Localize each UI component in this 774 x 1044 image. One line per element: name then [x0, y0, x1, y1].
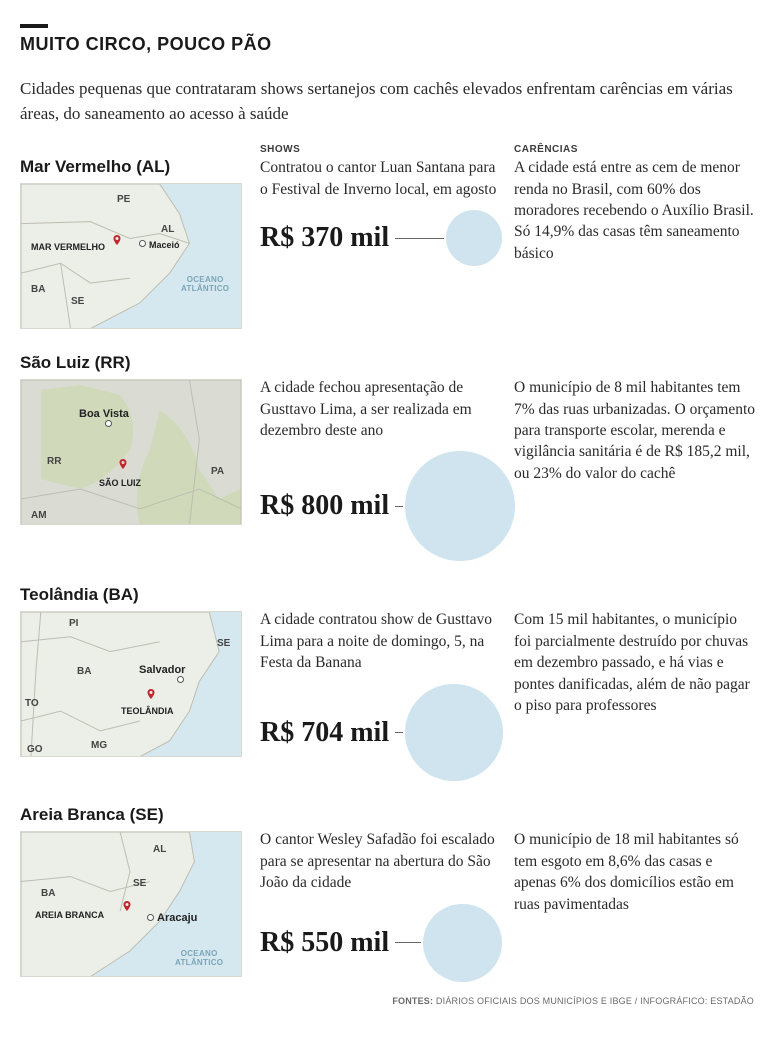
capital-label: Maceió [149, 240, 180, 250]
state-label: AM [31, 510, 47, 521]
connector-line [395, 942, 421, 943]
carencias-col: O município de 18 mil habitantes só tem … [514, 805, 756, 982]
connector-line [395, 238, 444, 239]
shows-col: O cantor Wesley Safadão foi escalado par… [260, 805, 502, 982]
value-bubble [446, 210, 502, 266]
value-row: R$ 704 mil [260, 684, 502, 782]
carencias-text: Com 15 mil habitantes, o município foi p… [514, 609, 756, 716]
city-name: Mar Vermelho (AL) [20, 157, 248, 177]
carencias-col: O município de 8 mil habitantes tem 7% d… [514, 353, 756, 561]
page-title: MUITO CIRCO, POUCO PÃO [20, 34, 754, 55]
state-label: SE [71, 296, 84, 307]
state-label: AL [153, 844, 166, 855]
state-label: AL [161, 224, 174, 235]
city-name: Areia Branca (SE) [20, 805, 248, 825]
state-label: PA [211, 466, 224, 477]
city-sao-luiz: São Luiz (RR) RR PA AM Boa Vista SÃO LUI… [20, 353, 248, 561]
footer-text: DIÁRIOS OFICIAIS DOS MUNICÍPIOS E IBGE /… [436, 996, 754, 1006]
state-label: BA [77, 666, 91, 677]
page-subtitle: Cidades pequenas que contrataram shows s… [20, 77, 740, 126]
header-shows: SHOWS [260, 144, 502, 155]
value-row: R$ 550 mil [260, 904, 502, 983]
carencias-text: O município de 18 mil habitantes só tem … [514, 829, 756, 915]
shows-col: Contratou o cantor Luan Santana para o F… [260, 157, 502, 329]
footer-label: FONTES: [392, 996, 433, 1006]
map-pin-icon [121, 900, 133, 912]
city-name: São Luiz (RR) [20, 353, 248, 373]
value-bubble [405, 451, 515, 561]
carencias-col: Com 15 mil habitantes, o município foi p… [514, 585, 756, 781]
state-label: BA [41, 888, 55, 899]
map-pin-icon [111, 234, 123, 246]
value-bubble [405, 684, 503, 782]
capital-label: Salvador [139, 664, 185, 676]
shows-text: A cidade fechou apresentação de Gusttavo… [260, 377, 502, 441]
map-teolandia: PI BA SE TO GO MG Salvador TEOLÂNDIA [20, 611, 242, 757]
city-mar-vermelho: Mar Vermelho (AL) PE AL BA SE MAR VERMEL… [20, 157, 248, 329]
carencias-col: A cidade está entre as cem de menor rend… [514, 157, 756, 329]
city-name: Teolândia (BA) [20, 585, 248, 605]
state-label: SE [133, 878, 146, 889]
state-label: TO [25, 698, 39, 709]
header-carencias: CARÊNCIAS [514, 144, 756, 155]
city-areia-branca: Areia Branca (SE) BA AL SE AREIA BRANCA … [20, 805, 248, 982]
shows-text: Contratou o cantor Luan Santana para o F… [260, 157, 502, 200]
map-areia-branca: BA AL SE AREIA BRANCA Aracaju OCEANOATLÂ… [20, 831, 242, 977]
shows-col: A cidade fechou apresentação de Gusttavo… [260, 353, 502, 561]
state-label: MG [91, 740, 107, 751]
value-bubble [423, 904, 502, 983]
state-label: PI [69, 618, 78, 629]
state-label: GO [27, 744, 43, 755]
value-label: R$ 370 mil [260, 222, 389, 254]
value-row: R$ 800 mil [260, 451, 502, 561]
map-pin-icon [145, 688, 157, 700]
capital-label: Aracaju [157, 912, 197, 924]
connector-line [395, 732, 403, 733]
shows-text: O cantor Wesley Safadão foi escalado par… [260, 829, 502, 893]
value-label: R$ 800 mil [260, 490, 389, 522]
city-label: TEOLÂNDIA [121, 706, 174, 716]
map-mar-vermelho: PE AL BA SE MAR VERMELHO Maceió OCEANOAT… [20, 183, 242, 329]
value-label: R$ 550 mil [260, 927, 389, 959]
value-label: R$ 704 mil [260, 717, 389, 749]
map-pin-icon [117, 458, 129, 470]
value-row: R$ 370 mil [260, 210, 502, 266]
state-label: BA [31, 284, 45, 295]
carencias-text: O município de 8 mil habitantes tem 7% d… [514, 377, 756, 484]
shows-text: A cidade contratou show de Gusttavo Lima… [260, 609, 502, 673]
capital-label: Boa Vista [79, 408, 129, 420]
carencias-text: A cidade está entre as cem de menor rend… [514, 157, 756, 264]
connector-line [395, 506, 403, 507]
title-rule [20, 24, 48, 28]
city-teolandia: Teolândia (BA) PI BA SE TO GO MG Salvado… [20, 585, 248, 781]
state-label: RR [47, 456, 61, 467]
ocean-label: OCEANOATLÂNTICO [175, 950, 223, 968]
state-label: SE [217, 638, 230, 649]
city-label: SÃO LUIZ [99, 478, 141, 488]
shows-col: A cidade contratou show de Gusttavo Lima… [260, 585, 502, 781]
city-label: MAR VERMELHO [31, 242, 105, 252]
infographic-grid: SHOWS CARÊNCIAS Mar Vermelho (AL) PE AL … [20, 144, 754, 982]
footer-credits: FONTES: DIÁRIOS OFICIAIS DOS MUNICÍPIOS … [20, 996, 754, 1006]
map-sao-luiz: RR PA AM Boa Vista SÃO LUIZ [20, 379, 242, 525]
city-label: AREIA BRANCA [35, 910, 104, 920]
ocean-label: OCEANOATLÂNTICO [181, 276, 229, 294]
state-label: PE [117, 194, 130, 205]
